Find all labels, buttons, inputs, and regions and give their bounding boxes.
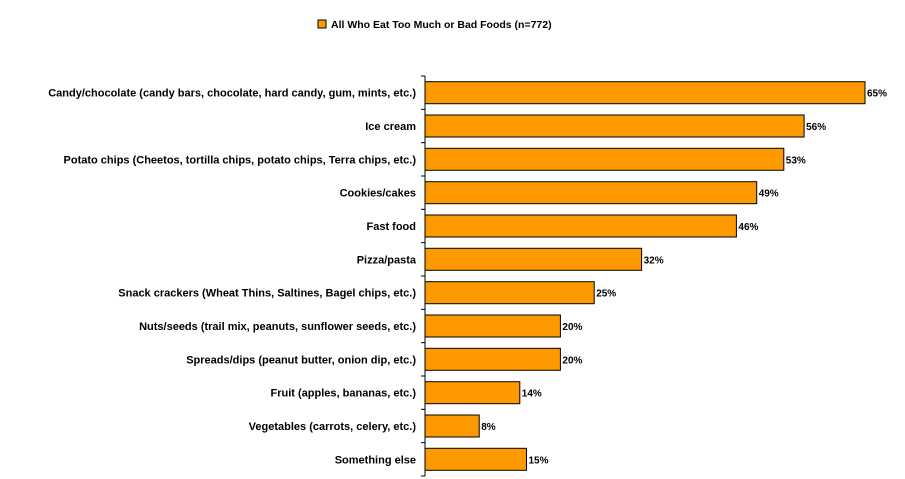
- data-label: 53%: [786, 155, 806, 166]
- category-label: Vegetables (carrots, celery, etc.): [249, 421, 417, 433]
- legend-swatch: [317, 19, 327, 29]
- category-label: Pizza/pasta: [357, 254, 417, 266]
- bar: [424, 381, 521, 405]
- data-label: 14%: [522, 389, 542, 400]
- bar: [424, 414, 480, 438]
- bar: [424, 281, 595, 305]
- data-label: 49%: [759, 189, 779, 200]
- category-label: Ice cream: [365, 121, 416, 133]
- bar: [424, 181, 758, 205]
- category-label: Snack crackers (Wheat Thins, Saltines, B…: [118, 288, 416, 300]
- category-label: Fast food: [367, 221, 417, 233]
- category-label: Potato chips (Cheetos, tortilla chips, p…: [64, 154, 417, 166]
- bar: [424, 81, 866, 105]
- data-label: 20%: [562, 355, 582, 366]
- category-label: Something else: [335, 454, 416, 466]
- bar: [424, 114, 805, 138]
- data-label: 8%: [481, 422, 496, 433]
- bar: [424, 214, 737, 238]
- value-labels: 65% 56% 53% 49% 46% 32% 25% 20% 20% 14% 8% 15%: [481, 89, 887, 467]
- bar: [424, 147, 785, 171]
- bars-group: [424, 81, 866, 471]
- bar: [424, 314, 561, 338]
- data-label: 65%: [867, 89, 887, 100]
- category-label: Cookies/cakes: [340, 188, 416, 200]
- bar: [424, 247, 643, 271]
- data-label: 46%: [738, 222, 758, 233]
- category-label: Spreads/dips (peanut butter, onion dip, …: [186, 354, 416, 366]
- category-label: Fruit (apples, bananas, etc.): [271, 388, 417, 400]
- data-label: 15%: [529, 455, 549, 466]
- category-label: Candy/chocolate (candy bars, chocolate, …: [48, 88, 416, 100]
- bar: [424, 347, 561, 371]
- category-labels: Candy/chocolate (candy bars, chocolate, …: [48, 88, 417, 467]
- legend: All Who Eat Too Much or Bad Foods (n=772…: [317, 19, 552, 31]
- data-label: 20%: [562, 322, 582, 333]
- category-label: Nuts/seeds (trail mix, peanuts, sunflowe…: [139, 321, 416, 333]
- data-label: 25%: [596, 289, 616, 300]
- data-label: 32%: [644, 255, 664, 266]
- y-axis: [421, 75, 426, 477]
- bar: [424, 447, 527, 471]
- data-label: 56%: [806, 122, 826, 133]
- legend-label: All Who Eat Too Much or Bad Foods (n=772…: [331, 19, 552, 31]
